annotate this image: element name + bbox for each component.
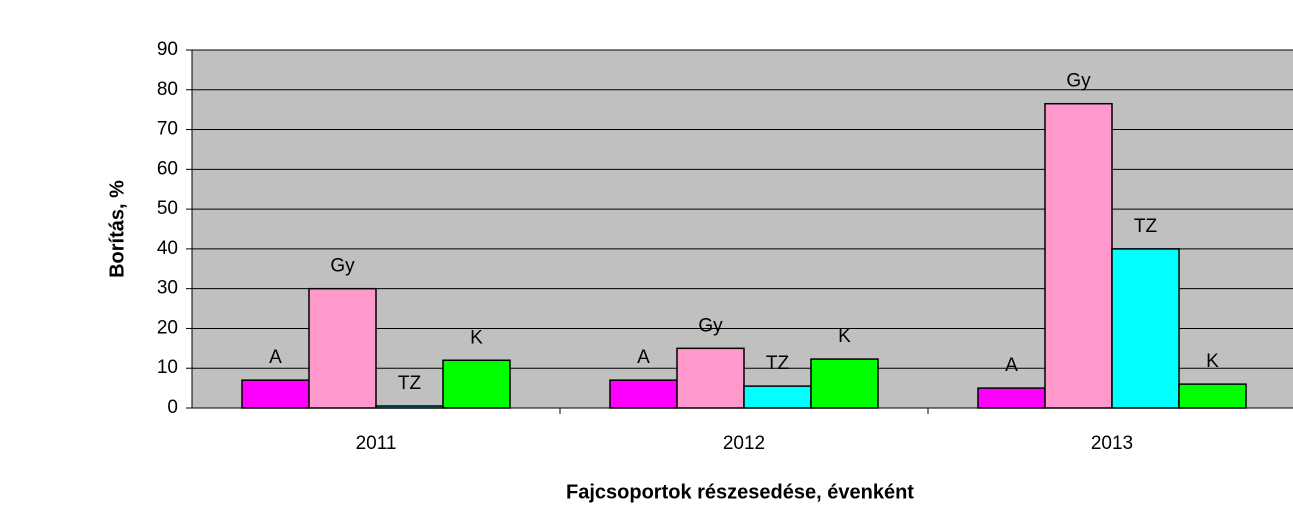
data-label: Gy [330,256,355,277]
bar [743,385,812,409]
data-label: A [637,347,650,368]
x-tick-label: 2011 [356,433,397,454]
bar [241,379,310,409]
bar [977,387,1046,409]
bar [1111,248,1180,409]
y-tick-label: 30 [157,278,178,299]
y-tick-label: 80 [157,79,178,100]
y-tick-label: 20 [157,317,178,338]
data-label: Gy [698,315,723,336]
bar [609,379,678,409]
data-label: TZ [398,373,422,394]
bar [1044,102,1113,409]
y-tick-label: 40 [157,238,178,259]
y-tick-label: 90 [157,39,178,60]
data-label: A [1005,355,1018,376]
x-axis-title: Fajcsoportok részesedése, évenként [566,481,914,503]
data-label: A [269,347,282,368]
x-tick-label: 2013 [1091,433,1133,454]
y-tick-label: 60 [157,158,178,179]
data-label: K [838,326,851,347]
y-tick-label: 70 [157,119,178,140]
data-label: TZ [766,353,790,374]
data-label: K [1206,351,1219,372]
y-tick-label: 10 [157,357,178,378]
y-axis-title: Borítás, % [106,180,128,278]
bar [676,347,745,409]
bar [308,287,377,409]
x-tick-label: 2012 [723,433,765,454]
data-label: K [470,327,483,348]
bar [442,359,511,409]
data-label: TZ [1134,216,1158,237]
y-tick-label: 0 [167,397,178,418]
data-label: Gy [1066,71,1091,92]
bar [1178,383,1247,409]
bar [810,358,879,409]
y-tick-label: 50 [157,198,178,219]
